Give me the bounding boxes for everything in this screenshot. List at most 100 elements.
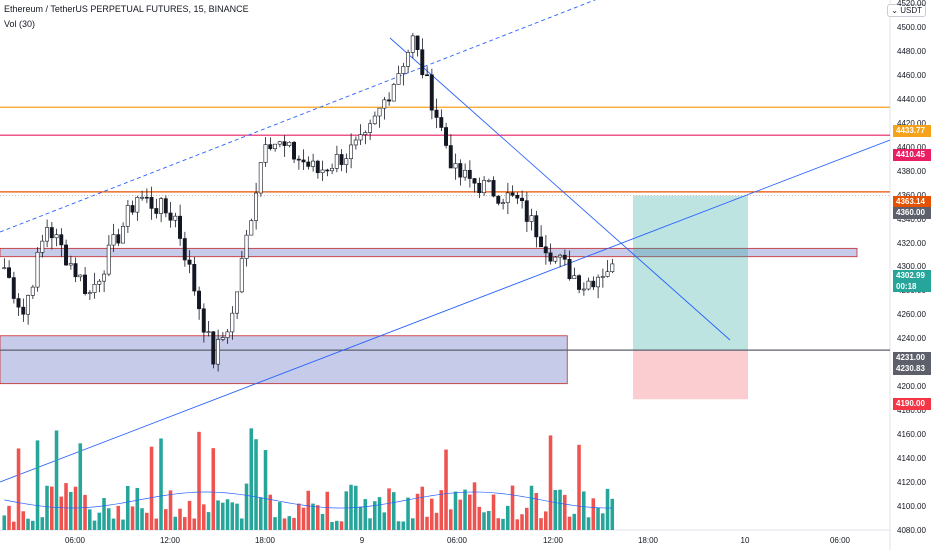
candle <box>562 254 567 260</box>
candle <box>543 246 548 254</box>
volume-bar <box>411 518 415 530</box>
volume-bar <box>154 518 159 530</box>
price-tag: 4302.99 00:18 <box>893 270 931 292</box>
candle <box>273 143 278 150</box>
volume-bar <box>468 494 472 530</box>
volume-bar <box>230 502 235 530</box>
volume-bar <box>525 507 529 530</box>
volume-bar <box>7 505 11 530</box>
candle <box>410 35 415 53</box>
candle <box>472 178 477 184</box>
candle <box>140 196 145 199</box>
price-tick-label: 4160.00 <box>897 430 926 440</box>
candle <box>591 280 596 288</box>
candle <box>339 154 344 165</box>
chevron-down-icon: ⌄ <box>891 6 898 15</box>
volume-indicator-title: Vol (30) <box>4 19 36 29</box>
price-tick-label: 4380.00 <box>897 166 926 176</box>
candle <box>225 331 230 338</box>
candle <box>505 192 510 204</box>
volume-ma-line <box>4 491 613 509</box>
candle <box>448 145 453 169</box>
volume-bar <box>173 516 178 530</box>
volume-bar <box>539 518 543 530</box>
volume-bar <box>506 505 510 530</box>
price-tag: 4230.83 <box>893 363 931 375</box>
volume-bar <box>292 517 296 530</box>
volume-bar <box>392 492 396 530</box>
candle <box>577 275 581 290</box>
volume-bar <box>449 509 453 530</box>
candle <box>320 169 325 174</box>
volume-bar <box>339 521 344 530</box>
candle <box>358 134 363 141</box>
volume-bar <box>121 519 125 530</box>
price-tick-label: 4420.00 <box>897 118 926 128</box>
volume-bar <box>145 512 149 530</box>
volume-bar <box>572 513 577 530</box>
candle <box>415 35 420 51</box>
candle <box>539 236 543 248</box>
volume-bar <box>358 506 363 530</box>
volume-bar <box>130 506 135 530</box>
volume-bar <box>482 512 486 530</box>
candle <box>144 196 149 199</box>
candle <box>68 263 73 266</box>
volume-bar <box>515 519 520 530</box>
candle <box>130 205 135 213</box>
volume-bar <box>116 505 121 530</box>
volume-bar <box>88 509 92 530</box>
supply-zone-1 <box>0 335 568 385</box>
candle <box>73 263 78 278</box>
price-tick-label: 4100.00 <box>897 502 926 512</box>
volume-bar <box>26 518 30 530</box>
volume-bar <box>254 439 258 530</box>
volume-bar <box>368 518 372 530</box>
volume-bar <box>31 520 35 530</box>
candle <box>486 180 491 182</box>
candle <box>610 263 615 273</box>
price-tick-label: 4400.00 <box>897 142 926 152</box>
candle <box>201 308 206 333</box>
price-tick-label: 4360.00 <box>897 191 926 200</box>
take-profit-zone <box>633 195 748 351</box>
volume-bar <box>463 489 467 530</box>
volume-bar <box>434 512 439 530</box>
volume-bar <box>102 498 106 530</box>
candle <box>258 162 263 194</box>
volume-bar <box>311 503 315 530</box>
volume-bar <box>16 448 21 530</box>
candle <box>45 227 49 242</box>
candle <box>2 267 7 270</box>
volume-bar <box>534 492 539 530</box>
candle <box>496 195 501 204</box>
channel-dashed-line <box>0 0 597 233</box>
volume-bar <box>140 508 144 530</box>
volume-bar <box>282 518 287 530</box>
candle <box>524 200 529 222</box>
candle <box>11 277 16 299</box>
candle <box>154 208 159 214</box>
supply-zone-0 <box>0 247 858 258</box>
candle <box>87 292 92 294</box>
volume-bar <box>35 440 40 530</box>
volume-bar <box>406 497 410 530</box>
volume-bar <box>183 517 187 530</box>
price-tag: 4433.77 <box>893 125 931 137</box>
volume-bar <box>2 515 7 530</box>
candle <box>482 180 487 194</box>
candle <box>21 306 26 315</box>
price-tag: 4360.00 <box>893 207 931 219</box>
volume-bar <box>344 491 349 530</box>
price-tick-label: 4340.00 <box>897 214 926 224</box>
candle <box>121 225 125 244</box>
volume-bar <box>320 513 325 530</box>
candle <box>135 197 140 213</box>
candle <box>567 258 572 280</box>
volume-bar <box>287 516 292 530</box>
candle <box>40 240 45 253</box>
candle <box>458 163 463 178</box>
volume-bar <box>396 521 401 530</box>
currency-selector-button[interactable]: ⌄ USDT <box>887 4 926 17</box>
